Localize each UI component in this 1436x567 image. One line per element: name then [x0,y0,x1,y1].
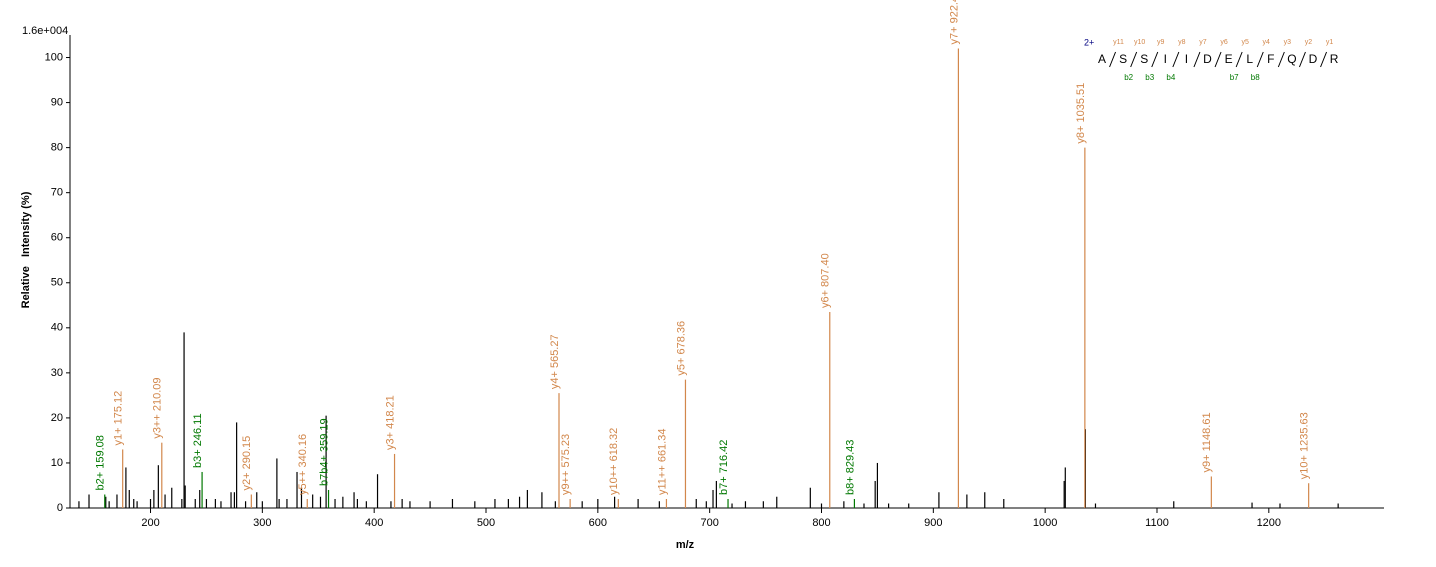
fragment-mark [1130,51,1138,68]
y-tick-label: 0 [57,502,63,514]
peak-label: y5+ 678.36 [675,321,687,376]
y-ion-label: y3 [1284,39,1292,46]
y-ion-label: y4 [1263,39,1271,46]
y-tick-label: 90 [51,96,63,108]
intensity-scale: 1.6e+004 [22,25,68,37]
peak-label: y2+ 290.15 [241,436,253,491]
peak-label: y10+ 1235.63 [1299,412,1311,479]
residue: D [1203,52,1212,66]
residue: S [1119,52,1127,66]
residue: I [1185,52,1188,66]
peak-label: b7+ 716.42 [718,440,730,495]
residue: A [1098,52,1106,66]
x-tick-label: 1200 [1257,517,1281,529]
x-tick-label: 800 [812,517,830,529]
y-tick-label: 70 [51,187,63,199]
b-ion-label: b3 [1145,73,1154,82]
b-ion-label: b4 [1166,73,1175,82]
fragment-mark [1109,51,1117,68]
b-ion-label: b2 [1124,73,1133,82]
residue: L [1246,52,1253,66]
peak-label: y5++ 340.16 [297,434,309,495]
y-tick-label: 80 [51,142,63,154]
y-axis-label: Relative Intensity (%) [20,191,32,308]
y-ion-label: y11 [1113,39,1124,46]
fragment-mark [1151,51,1159,68]
x-tick-label: 1000 [1033,517,1057,529]
y-ion-label: y10 [1134,39,1145,46]
fragment-mark [1214,51,1222,68]
y-ion-label: y6 [1220,39,1228,46]
y-tick-label: 100 [45,51,63,63]
y-ion-label: y1 [1326,39,1334,46]
peak-label: b7b4+ 359.19 [318,418,330,486]
fragment-mark [1298,51,1306,68]
residue: S [1140,52,1148,66]
b-ion-label: b7 [1230,73,1239,82]
x-tick-label: 200 [141,517,159,529]
peak-label: y7+ 922.43 [948,0,960,45]
peak-label: b3+ 246.11 [192,413,204,468]
y-ion-label: y8 [1178,39,1186,46]
residue: E [1225,52,1233,66]
peak-label: y3+ 418.21 [384,395,396,450]
y-tick-label: 50 [51,277,63,289]
peak-label: y6+ 807.40 [820,253,832,308]
y-tick-label: 40 [51,322,63,334]
y-tick-label: 30 [51,367,63,379]
x-tick-label: 300 [253,517,271,529]
x-tick-label: 500 [477,517,495,529]
fragment-mark [1277,51,1285,68]
peak-label: y10++ 618.32 [608,428,620,495]
y-ion-label: y2 [1305,39,1313,46]
fragment-mark [1235,51,1243,68]
residue: I [1164,52,1167,66]
y-ion-label: y7 [1199,39,1207,46]
peak-label: b8+ 829.43 [844,440,856,495]
fragment-mark [1193,51,1201,68]
y-tick-label: 60 [51,232,63,244]
x-tick-label: 700 [700,517,718,529]
residue: D [1309,52,1318,66]
peak-label: y1+ 175.12 [113,391,125,446]
y-ion-label: y9 [1157,39,1165,46]
y-tick-label: 10 [51,457,63,469]
residue: Q [1287,52,1296,66]
peak-label: b2+ 159.08 [95,435,107,490]
residue: R [1330,52,1339,66]
peak-label: y3++ 210.09 [152,378,164,439]
fragment-mark [1256,51,1264,68]
x-tick-label: 400 [365,517,383,529]
x-tick-label: 900 [924,517,942,529]
fragment-mark [1172,51,1180,68]
x-tick-label: 600 [589,517,607,529]
charge-state: 2+ [1084,37,1094,47]
y-ion-label: y5 [1241,39,1249,46]
fragment-mark [1320,51,1328,68]
peak-label: y4+ 565.27 [549,334,561,389]
peak-label: y11++ 661.34 [656,429,668,495]
peak-label: y8+ 1035.51 [1075,83,1087,144]
b-ion-label: b8 [1251,73,1260,82]
peak-label: y9++ 575.23 [560,434,572,495]
y-tick-label: 20 [51,412,63,424]
residue: F [1267,52,1274,66]
x-tick-label: 1100 [1145,517,1169,529]
peak-label: y9+ 1148.61 [1201,412,1213,472]
x-axis-label: m/z [676,539,695,551]
